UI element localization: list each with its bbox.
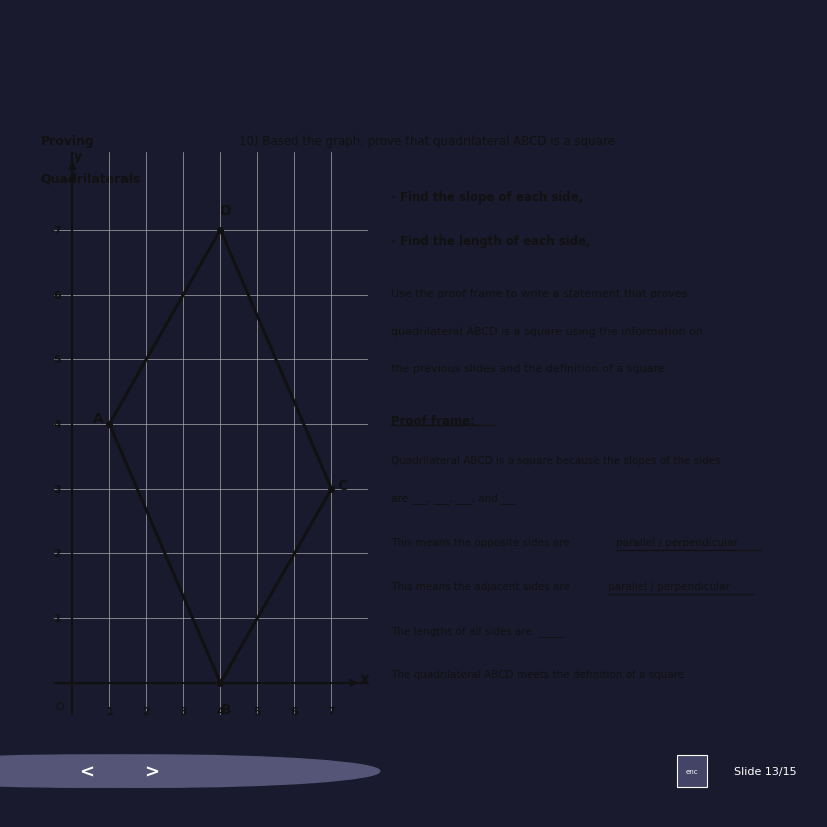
Text: The quadrilateral ABCD meets the definition of a square: The quadrilateral ABCD meets the definit… [390, 669, 684, 679]
Text: 2: 2 [54, 549, 61, 559]
Text: 5: 5 [54, 355, 61, 365]
Text: 6: 6 [53, 290, 61, 300]
Text: The lengths of all sides are  _____: The lengths of all sides are _____ [390, 625, 564, 636]
Text: y: y [74, 150, 82, 163]
Text: Quadrilaterals: Quadrilaterals [41, 172, 141, 185]
Text: 7: 7 [54, 226, 61, 236]
Text: Slide 13/15: Slide 13/15 [733, 766, 796, 777]
Text: This means the opposite sides are: This means the opposite sides are [390, 537, 572, 547]
Text: parallel / perpendicular: parallel / perpendicular [608, 581, 729, 590]
Text: 1: 1 [105, 705, 113, 715]
Text: 10) Based the graph, prove that quadrilateral ABCD is a square: 10) Based the graph, prove that quadrila… [238, 135, 614, 148]
Text: Proof frame:: Proof frame: [390, 414, 475, 428]
Text: 4: 4 [216, 705, 224, 715]
Text: 6: 6 [290, 705, 298, 715]
Text: 1: 1 [54, 614, 61, 624]
Text: 7: 7 [327, 705, 335, 715]
Text: >: > [144, 762, 159, 780]
Text: 3: 3 [179, 705, 187, 715]
Text: enc: enc [685, 768, 697, 774]
Text: 3: 3 [54, 484, 61, 494]
Text: - Find the slope of each side,: - Find the slope of each side, [390, 191, 583, 204]
Text: Quadrilateral ABCD is a square because the slopes of the sides: Quadrilateral ABCD is a square because t… [390, 455, 720, 465]
Text: the previous slides and the definition of a square: the previous slides and the definition o… [390, 364, 664, 374]
Circle shape [0, 755, 380, 787]
Text: are ___, ___, ___, and ___.: are ___, ___, ___, and ___. [390, 493, 519, 504]
Text: 5: 5 [253, 705, 261, 715]
Text: A: A [93, 411, 103, 425]
Text: 2: 2 [142, 705, 150, 715]
Text: C: C [337, 479, 347, 493]
FancyBboxPatch shape [676, 755, 706, 787]
Text: <: < [79, 762, 93, 780]
Text: parallel / perpendicular: parallel / perpendicular [615, 537, 737, 547]
Circle shape [0, 755, 314, 787]
Text: Proving: Proving [41, 135, 94, 148]
Text: X: X [360, 673, 369, 686]
Text: Use the proof frame to write a statement that proves: Use the proof frame to write a statement… [390, 289, 686, 299]
Text: 4: 4 [53, 419, 61, 429]
Text: quadrilateral ABCD is a square using the information on: quadrilateral ABCD is a square using the… [390, 327, 702, 337]
Text: O: O [55, 700, 64, 710]
Text: B: B [220, 702, 231, 716]
Text: This means the adjacent sides are: This means the adjacent sides are [390, 581, 572, 590]
Text: D: D [220, 204, 232, 218]
Text: - Find the length of each side,: - Find the length of each side, [390, 235, 590, 248]
